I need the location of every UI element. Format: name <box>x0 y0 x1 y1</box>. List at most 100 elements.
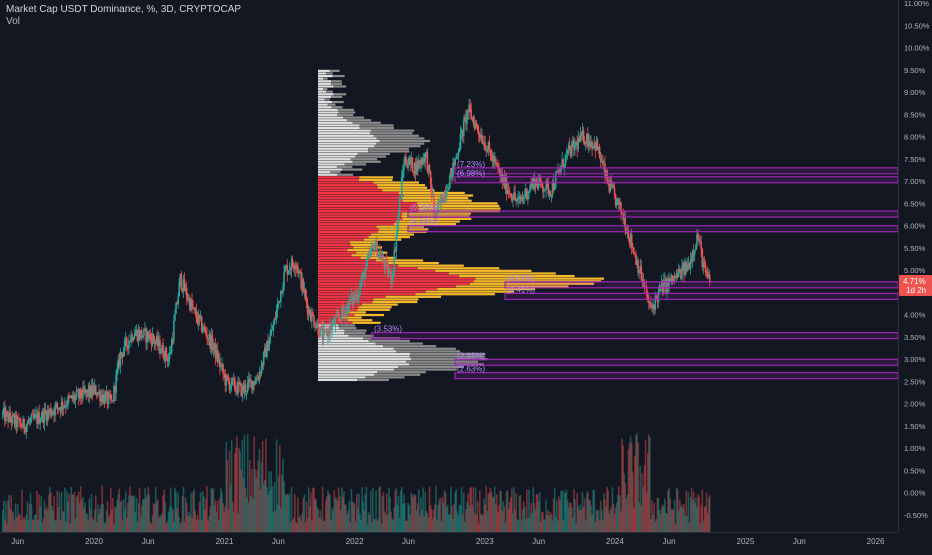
volume-bar <box>590 504 592 532</box>
volume-bar <box>539 521 542 532</box>
volume-bar <box>644 440 647 532</box>
volume-bar <box>444 492 447 532</box>
volume-bar <box>702 520 705 532</box>
candle-body <box>271 330 274 331</box>
volume-bar <box>326 496 328 532</box>
candle-body <box>165 348 168 358</box>
candle-body <box>708 275 711 284</box>
volume-profile-row-tail <box>373 181 420 184</box>
candle-body <box>580 133 583 136</box>
candle-body <box>459 133 462 149</box>
volume-bar <box>578 509 581 532</box>
candle-body <box>468 104 470 112</box>
volume-bar <box>196 514 199 532</box>
volume-bar <box>544 520 546 532</box>
volume-bar <box>503 506 506 532</box>
candle-body <box>569 148 572 157</box>
volume-bar <box>73 491 76 532</box>
volume-bar <box>400 487 403 532</box>
candle-body <box>598 146 601 158</box>
candle-body <box>521 196 524 200</box>
volume-bar <box>2 500 5 532</box>
volume-profile-row-core <box>318 87 324 91</box>
volume-bar <box>240 469 243 532</box>
y-tick-label: 2.50% <box>904 377 926 386</box>
candle-body <box>185 287 188 298</box>
volume-bar <box>254 469 256 532</box>
volume-bar <box>682 508 684 532</box>
volume-bar <box>191 518 193 532</box>
candle-body <box>20 422 22 427</box>
volume-bar <box>405 520 407 532</box>
candle-body <box>281 291 283 294</box>
level-band[interactable] <box>454 176 899 184</box>
volume-profile-row-core <box>318 212 403 215</box>
candle-body <box>578 138 581 143</box>
volume-bar <box>684 515 686 532</box>
candle-body <box>166 357 169 362</box>
candle-body <box>210 335 213 349</box>
candle-body <box>450 168 452 176</box>
level-band[interactable] <box>407 210 899 218</box>
volume-bar <box>87 519 90 532</box>
volume-profile-row-tail <box>352 160 381 163</box>
volume-bar <box>513 486 515 532</box>
volume-profile-row-core <box>318 210 419 213</box>
volume-bar <box>300 520 302 532</box>
volume-bar <box>496 494 498 532</box>
volume-bar <box>229 484 232 532</box>
volume-profile-row-core <box>318 126 360 130</box>
candle-body <box>674 275 677 278</box>
level-band[interactable] <box>504 292 899 300</box>
candle-body <box>342 306 344 313</box>
volume-bar <box>707 498 710 532</box>
volume-bar <box>40 495 43 532</box>
volume-bar <box>649 437 651 532</box>
volume-profile-row-tail <box>347 248 372 252</box>
volume-bar <box>570 507 573 532</box>
volume-bar <box>267 495 269 532</box>
volume-profile-row-tail <box>353 246 383 249</box>
volume-profile-row-core <box>318 233 371 236</box>
volume-bar <box>142 498 144 532</box>
volume-bar <box>276 504 279 532</box>
candle-body <box>514 192 516 199</box>
candle-body <box>440 195 443 203</box>
volume-profile-row-core <box>318 186 378 189</box>
volume-profile-row-core <box>318 264 399 267</box>
candle-body <box>705 272 708 274</box>
volume-profile-row-core <box>318 339 369 343</box>
volume-bar <box>520 519 523 532</box>
candle-body <box>369 250 372 257</box>
volume-profile-row-tail <box>336 165 353 169</box>
volume-bar <box>437 504 439 532</box>
volume-bar <box>607 490 609 532</box>
volume-bar <box>234 453 236 532</box>
level-band[interactable] <box>407 225 899 233</box>
candle-body <box>193 308 195 309</box>
volume-bar <box>227 509 230 532</box>
volume-bar <box>549 511 552 532</box>
candle-body <box>108 394 111 396</box>
volume-profile-row-tail <box>398 365 464 369</box>
volume-profile-row-core <box>318 178 359 182</box>
volume-bar <box>603 493 605 532</box>
candle-body <box>700 241 703 250</box>
volume-bar <box>308 506 311 532</box>
candle-body <box>280 291 282 302</box>
candle-body <box>326 329 328 337</box>
volume-bar <box>275 439 278 532</box>
volume-bar <box>37 520 39 532</box>
candle-body <box>439 201 442 203</box>
volume-bar <box>449 514 451 532</box>
level-band[interactable] <box>371 331 899 340</box>
candle-body <box>693 250 696 255</box>
level-band[interactable] <box>504 281 899 289</box>
level-band[interactable] <box>454 372 899 380</box>
level-band[interactable] <box>454 358 899 366</box>
level-band[interactable] <box>454 167 899 175</box>
candle-body <box>671 275 674 280</box>
candle-body <box>85 389 87 393</box>
